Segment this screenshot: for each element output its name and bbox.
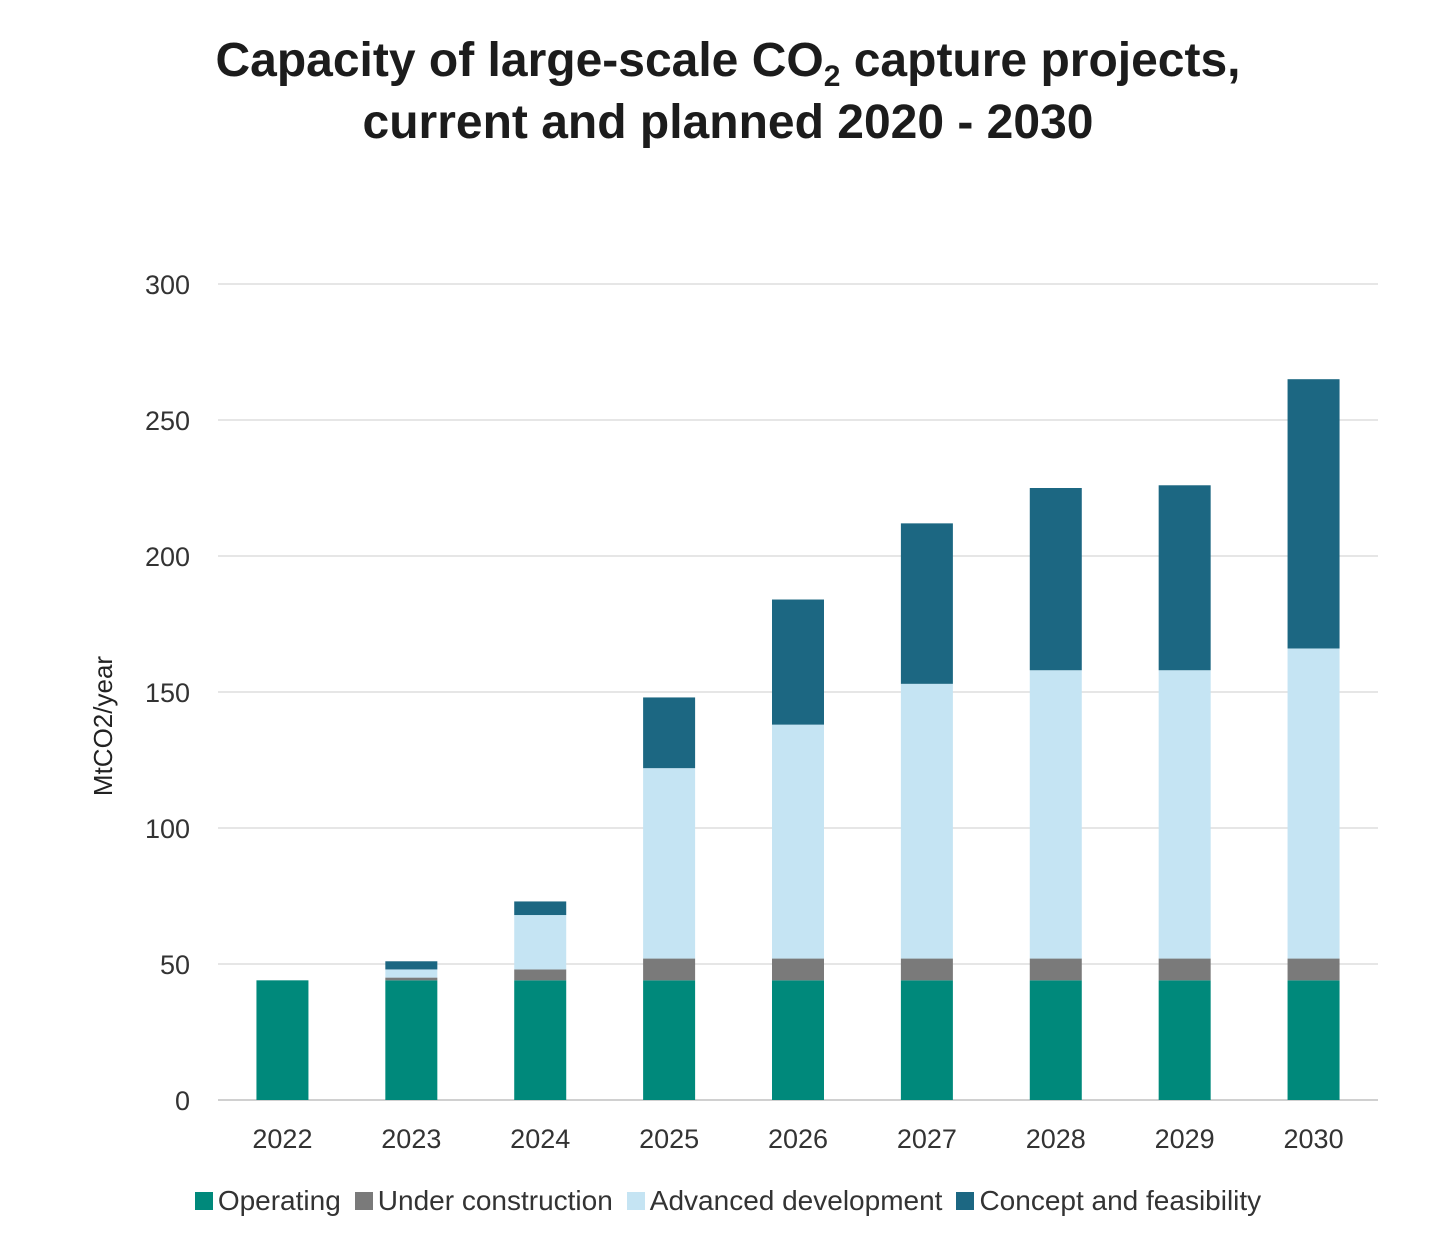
bar-2027-operating xyxy=(900,980,953,1100)
legend-swatch-advanced-development xyxy=(626,1192,645,1210)
bar-2023-under-construction xyxy=(385,977,438,981)
bar-2029-operating xyxy=(1158,980,1211,1100)
bar-2027-concept-and-feasibility xyxy=(900,523,953,684)
x-tick-label-2030: 2030 xyxy=(1284,1124,1344,1154)
y-axis-label: MtCO2/year xyxy=(88,656,118,796)
x-tick-label-2026: 2026 xyxy=(768,1124,828,1154)
bar-2029-advanced-development xyxy=(1158,670,1211,959)
bar-2030-operating xyxy=(1287,980,1340,1100)
bar-2023-operating xyxy=(385,980,438,1100)
axes: 0 50 100 150 200 250 300 MtCO2/year 2022 2023 2024… xyxy=(88,270,1344,1154)
y-tick-label-150: 150 xyxy=(145,678,190,708)
x-tick-label-2028: 2028 xyxy=(1026,1124,1086,1154)
legend-swatch-under-construction xyxy=(354,1192,373,1210)
y-tick-label-250: 250 xyxy=(145,406,190,436)
chart-title-line-2: current and planned 2020 - 2030 xyxy=(362,96,1094,149)
bar-2027-under-construction xyxy=(900,958,953,981)
y-tick-label-100: 100 xyxy=(145,814,190,844)
x-tick-label-2029: 2029 xyxy=(1155,1124,1215,1154)
bar-2030-under-construction xyxy=(1287,958,1340,981)
legend-label-under-construction: Under construction xyxy=(377,1185,613,1216)
bar-2024-concept-and-feasibility xyxy=(514,901,567,916)
bar-2028-operating xyxy=(1029,980,1082,1100)
bar-2027-advanced-development xyxy=(900,683,953,959)
x-tick-label-2025: 2025 xyxy=(639,1124,699,1154)
chart-title-line-1: Capacity of large-scale CO2 capture proj… xyxy=(215,34,1241,93)
bar-2028-advanced-development xyxy=(1029,670,1082,959)
y-tick-label-300: 300 xyxy=(145,270,190,300)
legend-label-operating: Operating xyxy=(217,1185,341,1216)
bar-2030-advanced-development xyxy=(1287,648,1340,959)
bar-2025-operating xyxy=(643,980,696,1100)
legend-swatch-operating xyxy=(194,1192,213,1210)
bar-2025-advanced-development xyxy=(643,768,696,959)
bar-2025-under-construction xyxy=(643,958,696,981)
bar-2024-under-construction xyxy=(514,969,567,981)
bar-2026-advanced-development xyxy=(772,724,824,959)
bar-2030-concept-and-feasibility xyxy=(1287,379,1340,649)
x-tick-label-2023: 2023 xyxy=(381,1124,441,1154)
y-tick-label-50: 50 xyxy=(160,950,190,980)
legend-item-concept-and-feasibility: Concept and feasibility xyxy=(956,1185,1261,1217)
legend-label-concept-and-feasibility: Concept and feasibility xyxy=(979,1185,1262,1216)
bars xyxy=(256,379,1340,1100)
legend-swatch-concept-and-feasibility xyxy=(956,1192,975,1210)
bar-2024-advanced-development xyxy=(514,915,567,970)
chart-title: Capacity of large-scale CO2 capture proj… xyxy=(0,30,1456,154)
bar-2023-advanced-development xyxy=(385,969,438,978)
x-tick-label-2022: 2022 xyxy=(252,1124,312,1154)
bar-2022-operating xyxy=(256,980,309,1100)
bar-2024-operating xyxy=(514,980,567,1100)
x-tick-label-2024: 2024 xyxy=(510,1124,570,1154)
bar-2026-under-construction xyxy=(772,958,824,981)
bar-2026-operating xyxy=(772,980,824,1100)
bar-2026-concept-and-feasibility xyxy=(772,599,824,725)
bar-2025-concept-and-feasibility xyxy=(643,697,696,769)
bar-2029-under-construction xyxy=(1158,958,1211,981)
bar-2028-concept-and-feasibility xyxy=(1029,488,1082,671)
legend-item-advanced-development: Advanced development xyxy=(626,1185,943,1217)
bar-2029-concept-and-feasibility xyxy=(1158,485,1211,671)
bar-2023-concept-and-feasibility xyxy=(385,961,438,970)
legend: Operating Under construction Advanced deve… xyxy=(0,1185,1456,1217)
y-tick-label-200: 200 xyxy=(145,542,190,572)
legend-item-under-construction: Under construction xyxy=(354,1185,613,1217)
bar-2028-under-construction xyxy=(1029,958,1082,981)
legend-item-operating: Operating xyxy=(194,1185,341,1217)
x-tick-label-2027: 2027 xyxy=(897,1124,957,1154)
y-tick-label-0: 0 xyxy=(175,1086,190,1116)
legend-label-advanced-development: Advanced development xyxy=(649,1185,943,1216)
